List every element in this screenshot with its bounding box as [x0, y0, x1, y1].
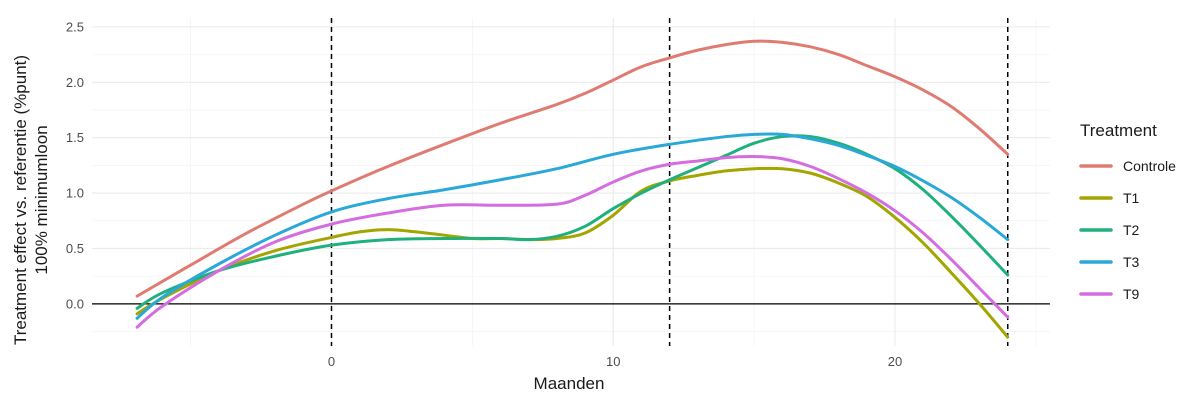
y-tick-labels: 0.0 0.5 1.0 1.5 2.0 2.5	[66, 19, 84, 311]
y-tick-label: 1.0	[66, 186, 84, 201]
x-tick-labels: 0 10 20	[328, 354, 902, 369]
legend-title: Treatment	[1080, 121, 1157, 140]
legend-label: T2	[1123, 222, 1140, 238]
y-axis-title-line1: Treatment effect vs. referentie (%punt)	[11, 55, 30, 345]
legend-label: T9	[1123, 286, 1140, 302]
legend: Treatment Controle T1 T2 T3 T9	[1079, 121, 1176, 302]
y-tick-label: 2.0	[66, 75, 84, 90]
y-tick-label: 0.5	[66, 241, 84, 256]
legend-item-t2: T2	[1079, 222, 1140, 238]
x-axis-title: Maanden	[534, 374, 605, 393]
x-tick-label: 20	[888, 354, 902, 369]
series-lines	[135, 39, 1010, 339]
series-line-t9	[135, 154, 1010, 329]
series-line-t1	[135, 166, 1010, 339]
y-axis-title-line2: 100% minimumloon	[32, 125, 51, 274]
x-tick-label: 10	[606, 354, 620, 369]
series-line-t3	[135, 132, 1010, 320]
legend-item-t9: T9	[1079, 286, 1140, 302]
y-tick-label: 2.5	[66, 19, 84, 34]
legend-item-controle: Controle	[1079, 158, 1176, 174]
series-line-t2	[135, 134, 1010, 310]
y-tick-label: 0.0	[66, 296, 84, 311]
legend-item-t1: T1	[1079, 190, 1140, 206]
legend-label: T3	[1123, 254, 1140, 270]
reference-lines	[92, 18, 1050, 346]
legend-label: Controle	[1123, 158, 1176, 174]
legend-label: T1	[1123, 190, 1140, 206]
x-tick-label: 0	[328, 354, 335, 369]
minor-gridlines	[92, 18, 1050, 346]
series-line-controle	[135, 39, 1010, 298]
legend-item-t3: T3	[1079, 254, 1140, 270]
y-tick-label: 1.5	[66, 130, 84, 145]
legend-items: Controle T1 T2 T3 T9	[1079, 158, 1176, 302]
major-gridlines	[92, 18, 1050, 346]
